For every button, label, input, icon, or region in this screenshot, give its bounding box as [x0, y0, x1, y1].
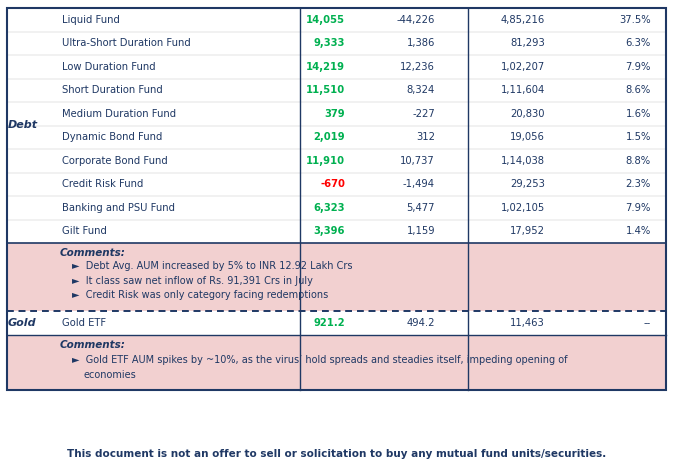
Text: 12,236: 12,236 [400, 62, 435, 72]
Text: 81,293: 81,293 [510, 38, 545, 48]
Text: -227: -227 [412, 109, 435, 119]
Text: Low Duration Fund: Low Duration Fund [62, 62, 155, 72]
Text: 8.8%: 8.8% [626, 156, 651, 166]
Text: -670: -670 [320, 179, 345, 189]
Text: 29,253: 29,253 [510, 179, 545, 189]
Text: -44,226: -44,226 [397, 15, 435, 25]
Bar [7, 311, 666, 335]
Text: 5,477: 5,477 [406, 203, 435, 213]
Text: Banking and PSU Fund: Banking and PSU Fund [62, 203, 175, 213]
Text: 11,463: 11,463 [510, 318, 545, 328]
Text: 6.3%: 6.3% [626, 38, 651, 48]
Text: 8.6%: 8.6% [626, 85, 651, 95]
Text: 17,952: 17,952 [510, 226, 545, 236]
Text: 1,159: 1,159 [406, 226, 435, 236]
Text: This document is not an offer to sell or solicitation to buy any mutual fund uni: This document is not an offer to sell or… [67, 449, 606, 459]
Text: ►  Credit Risk was only category facing redemptions: ► Credit Risk was only category facing r… [72, 290, 329, 300]
Text: 10,737: 10,737 [400, 156, 435, 166]
Text: 14,219: 14,219 [306, 62, 345, 72]
Text: 7.9%: 7.9% [625, 62, 651, 72]
Text: 379: 379 [324, 109, 345, 119]
Text: 37.5%: 37.5% [619, 15, 651, 25]
Text: 3,396: 3,396 [314, 226, 345, 236]
Text: 1,386: 1,386 [407, 38, 435, 48]
Text: 2,019: 2,019 [314, 132, 345, 142]
Text: 494.2: 494.2 [406, 318, 435, 328]
Text: Gold ETF: Gold ETF [62, 318, 106, 328]
Text: 7.9%: 7.9% [625, 203, 651, 213]
Text: 1.4%: 1.4% [626, 226, 651, 236]
Bar [7, 243, 666, 311]
Text: 312: 312 [416, 132, 435, 142]
Text: 1.5%: 1.5% [625, 132, 651, 142]
Bar [7, 335, 666, 390]
Text: Gold: Gold [8, 318, 37, 328]
Text: Ultra-Short Duration Fund: Ultra-Short Duration Fund [62, 38, 191, 48]
Text: economies: economies [84, 370, 137, 380]
Text: 1,02,207: 1,02,207 [501, 62, 545, 72]
Text: ►  Gold ETF AUM spikes by ~10%, as the virus’ hold spreads and steadies itself, : ► Gold ETF AUM spikes by ~10%, as the vi… [72, 355, 567, 365]
Text: 1,14,038: 1,14,038 [501, 156, 545, 166]
Text: ►  Debt Avg. AUM increased by 5% to INR 12.92 Lakh Crs: ► Debt Avg. AUM increased by 5% to INR 1… [72, 261, 352, 271]
Text: 6,323: 6,323 [314, 203, 345, 213]
Text: Dynamic Bond Fund: Dynamic Bond Fund [62, 132, 162, 142]
Bar [7, 8, 666, 390]
Text: Short Duration Fund: Short Duration Fund [62, 85, 163, 95]
Text: Corporate Bond Fund: Corporate Bond Fund [62, 156, 168, 166]
Text: Medium Duration Fund: Medium Duration Fund [62, 109, 176, 119]
Text: -1,494: -1,494 [403, 179, 435, 189]
Bar [7, 8, 666, 390]
Text: --: -- [644, 318, 651, 328]
Text: 11,510: 11,510 [306, 85, 345, 95]
Text: Comments:: Comments: [60, 340, 126, 350]
Text: Debt: Debt [8, 120, 38, 131]
Text: 4,85,216: 4,85,216 [501, 15, 545, 25]
Text: 8,324: 8,324 [407, 85, 435, 95]
Text: 14,055: 14,055 [306, 15, 345, 25]
Text: Gilt Fund: Gilt Fund [62, 226, 107, 236]
Text: 2.3%: 2.3% [626, 179, 651, 189]
Text: 11,910: 11,910 [306, 156, 345, 166]
Text: Comments:: Comments: [60, 248, 126, 258]
Text: ►  It class saw net inflow of Rs. 91,391 Crs in July: ► It class saw net inflow of Rs. 91,391 … [72, 276, 313, 285]
Text: 19,056: 19,056 [510, 132, 545, 142]
Text: 20,830: 20,830 [510, 109, 545, 119]
Text: 921.2: 921.2 [314, 318, 345, 328]
Text: Liquid Fund: Liquid Fund [62, 15, 120, 25]
Text: 1,11,604: 1,11,604 [501, 85, 545, 95]
Text: Credit Risk Fund: Credit Risk Fund [62, 179, 143, 189]
Text: 9,333: 9,333 [314, 38, 345, 48]
Text: 1,02,105: 1,02,105 [501, 203, 545, 213]
Text: 1.6%: 1.6% [625, 109, 651, 119]
